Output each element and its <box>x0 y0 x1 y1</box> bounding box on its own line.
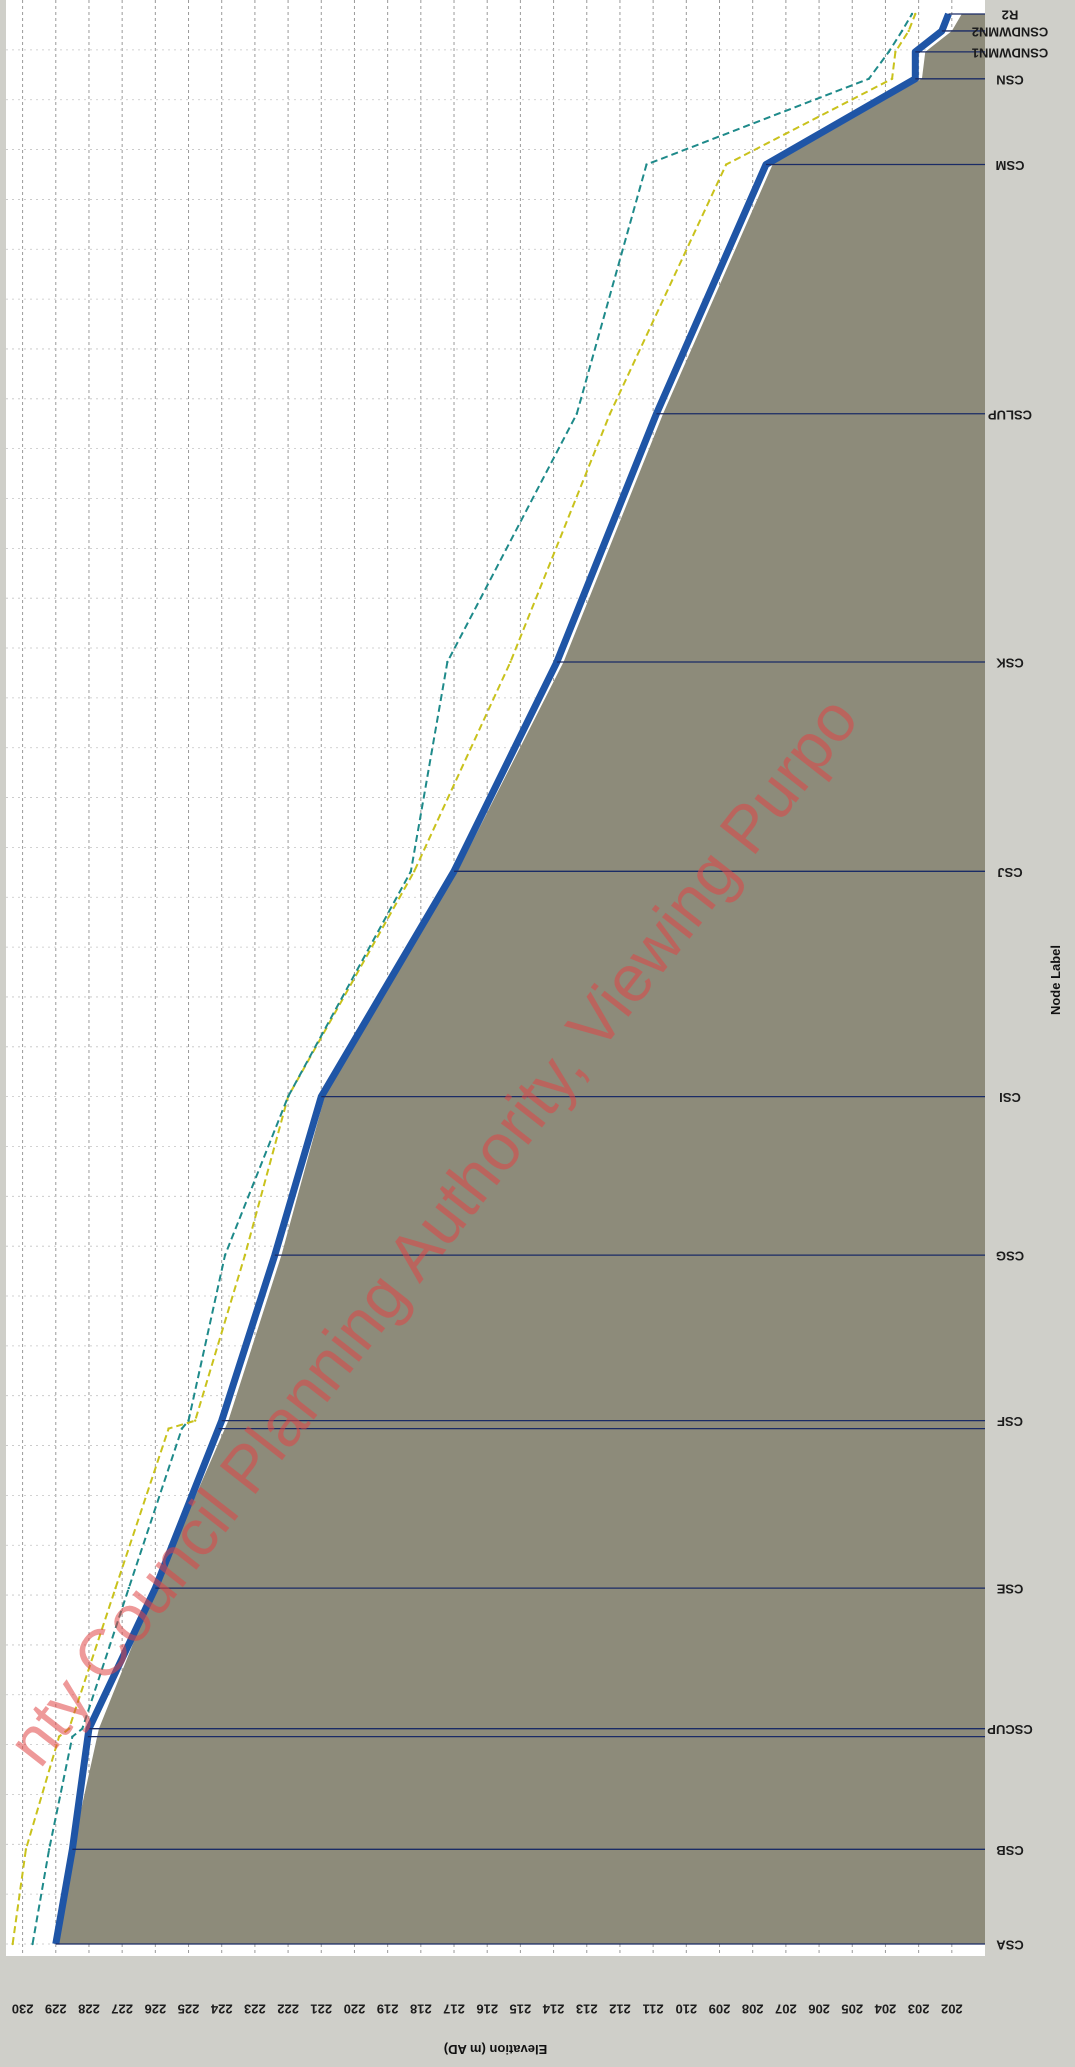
y-axis-title: Node Label <box>1048 945 1063 1015</box>
tick-label-204: 204 <box>874 2002 896 2017</box>
tick-label-222: 222 <box>277 2002 299 2017</box>
tick-label-226: 226 <box>144 2002 166 2017</box>
series-point <box>645 163 648 166</box>
node-label-CSA: CSA <box>996 1938 1024 1953</box>
series-point <box>409 870 413 873</box>
tick-label-230: 230 <box>12 2002 34 2017</box>
series-point <box>127 1586 130 1590</box>
series-point <box>81 1727 84 1730</box>
tick-label-210: 210 <box>675 2002 697 2017</box>
series-point <box>67 1727 71 1730</box>
tick-label-223: 223 <box>244 2002 266 2017</box>
node-label-CSJ: CSJ <box>997 865 1022 880</box>
tick-label-218: 218 <box>410 2002 432 2017</box>
tick-label-227: 227 <box>111 2002 133 2017</box>
ground-fill <box>55 14 985 1944</box>
node-label-CSLUP: CSLUP <box>988 407 1032 422</box>
node-label-R2: R2 <box>1002 8 1019 23</box>
node-label-CSN: CSN <box>996 72 1023 87</box>
tick-label-203: 203 <box>908 2002 930 2017</box>
tick-label-215: 215 <box>510 2002 532 2017</box>
section-lines <box>55 13 985 1945</box>
tick-label-208: 208 <box>742 2002 764 2017</box>
series-line-level-3 <box>31 13 913 1945</box>
series-point <box>608 412 612 415</box>
series-point <box>887 50 890 54</box>
series-point <box>187 1419 190 1422</box>
tick-label-207: 207 <box>775 2002 797 2017</box>
series-point <box>114 1586 117 1590</box>
node-label-CSCUP: CSCUP <box>987 1722 1033 1737</box>
series-point <box>575 412 579 415</box>
series-point <box>724 163 728 166</box>
node-label-CSE: CSE <box>996 1582 1023 1597</box>
series-point <box>910 12 914 16</box>
tick-label-219: 219 <box>377 2002 399 2017</box>
elevation-tick-labels: 202 203 204 205 206 207 208 209 210 211 212 213 214 2… <box>12 2002 963 2017</box>
x-axis-title: Elevation (m AD) <box>444 2042 548 2057</box>
series-point <box>867 77 871 80</box>
tick-label-216: 216 <box>476 2002 498 2017</box>
node-label-CSNDWMN2: CSNDWMN2 <box>972 25 1049 40</box>
tick-label-229: 229 <box>45 2002 67 2017</box>
series-point <box>914 12 917 16</box>
series-point <box>47 1848 51 1851</box>
series-point <box>31 1942 34 1946</box>
series-point <box>907 29 910 33</box>
series-point <box>286 1095 290 1098</box>
series-point <box>193 1419 197 1422</box>
series-point <box>412 870 416 873</box>
node-label-CSG: CSG <box>996 1249 1024 1264</box>
node-labels: CSA CSB CSCUP CSE CSF CSG CSI CSJ CSK CSLUP CSM CSN… <box>972 8 1049 1953</box>
tick-label-214: 214 <box>542 2002 564 2017</box>
tick-label-225: 225 <box>178 2002 200 2017</box>
tick-label-212: 212 <box>609 2002 631 2017</box>
node-label-CSNDWMN1: CSNDWMN1 <box>972 45 1049 60</box>
tick-label-217: 217 <box>443 2002 465 2017</box>
series-point <box>71 1735 74 1738</box>
tick-label-224: 224 <box>210 2002 232 2017</box>
series-point <box>509 660 512 664</box>
node-label-CSK: CSK <box>996 656 1024 671</box>
tick-label-221: 221 <box>310 2002 332 2017</box>
series-point <box>11 1942 14 1946</box>
tick-label-202: 202 <box>941 2002 963 2017</box>
node-label-CSF: CSF <box>997 1414 1023 1429</box>
tick-label-209: 209 <box>709 2002 731 2017</box>
tick-label-205: 205 <box>841 2002 863 2017</box>
series-point <box>180 1427 184 1430</box>
node-label-CSM: CSM <box>996 158 1025 173</box>
series-point <box>243 1253 247 1257</box>
series-point <box>24 1848 28 1851</box>
series-point <box>900 29 904 33</box>
series-point <box>446 660 449 664</box>
series-point <box>57 1735 61 1738</box>
series-point <box>223 1253 227 1257</box>
series-point <box>894 50 897 54</box>
tick-label-206: 206 <box>808 2002 830 2017</box>
node-label-CSB: CSB <box>996 1843 1023 1858</box>
series-point <box>167 1427 170 1430</box>
series-point <box>890 77 894 80</box>
node-label-CSI: CSI <box>999 1090 1021 1105</box>
tick-label-211: 211 <box>643 2002 664 2017</box>
tick-label-220: 220 <box>344 2002 366 2017</box>
tick-label-228: 228 <box>78 2002 100 2017</box>
tick-label-213: 213 <box>576 2002 598 2017</box>
ground-area <box>55 14 985 1944</box>
